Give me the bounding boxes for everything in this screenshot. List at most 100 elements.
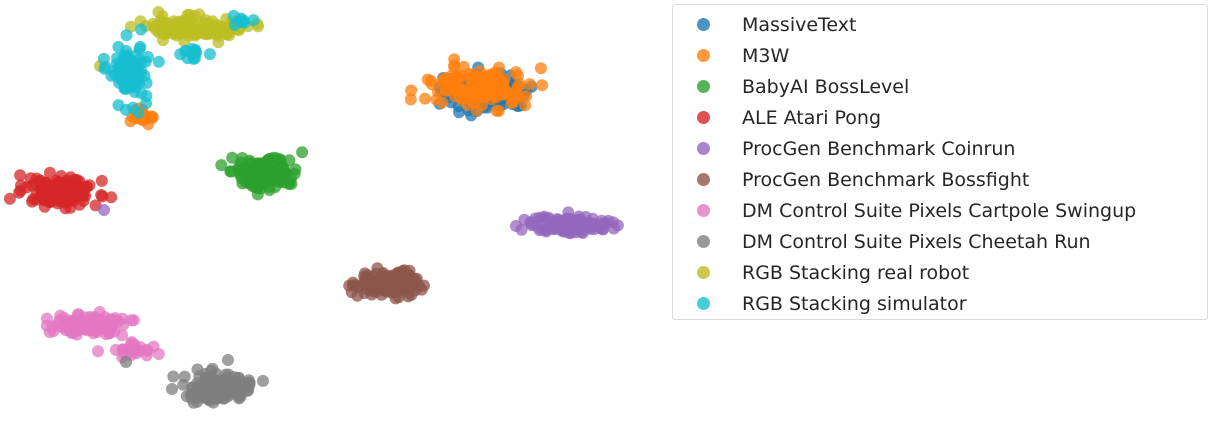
legend-item: ProcGen Benchmark Bossfight xyxy=(673,164,1029,195)
scatter-point xyxy=(283,176,296,189)
legend-label: ALE Atari Pong xyxy=(742,106,882,129)
legend-marker xyxy=(697,173,710,186)
series-procgen-benchmark-coinrun xyxy=(98,204,624,240)
scatter-point xyxy=(345,286,358,299)
series-m3w xyxy=(124,53,549,131)
scatter-point xyxy=(523,78,536,91)
scatter-point xyxy=(46,321,59,334)
scatter-point xyxy=(119,55,132,68)
series-rgb-stacking-simulator xyxy=(97,9,260,119)
scatter-point xyxy=(447,81,460,94)
scatter-point xyxy=(274,175,287,188)
scatter-point xyxy=(229,384,242,397)
legend-marker xyxy=(697,235,710,248)
scatter-point xyxy=(212,36,225,49)
scatter-point xyxy=(120,356,132,368)
scatter-point xyxy=(247,14,260,27)
scatter-point xyxy=(98,62,111,75)
scatter-point xyxy=(222,354,234,366)
scatter-point xyxy=(193,8,206,21)
scatter-point xyxy=(111,315,124,328)
scatter-point xyxy=(215,159,228,172)
legend-item: RGB Stacking simulator xyxy=(673,288,967,319)
scatter-point xyxy=(425,78,438,91)
scatter-point xyxy=(519,99,532,112)
scatter-point xyxy=(584,222,597,235)
scatter-point xyxy=(395,275,408,288)
scatter-point xyxy=(146,111,159,124)
legend-marker xyxy=(697,49,710,62)
scatter-point xyxy=(214,385,227,398)
scatter-point xyxy=(515,223,528,236)
scatter-point xyxy=(122,78,135,91)
scatter-point xyxy=(195,26,208,39)
scatter-point xyxy=(95,174,108,187)
scatter-point xyxy=(512,90,525,103)
scatter-point xyxy=(36,192,49,205)
scatter-point xyxy=(14,169,27,182)
series-babyai-bosslevel xyxy=(215,146,309,201)
scatter-point xyxy=(538,210,551,223)
legend-item: DM Control Suite Pixels Cheetah Run xyxy=(673,226,1091,257)
legend-label: M3W xyxy=(742,44,790,67)
legend-item: ProcGen Benchmark Coinrun xyxy=(673,133,1015,164)
scatter-point xyxy=(63,178,76,191)
scatter-point xyxy=(227,9,240,22)
legend-marker xyxy=(697,204,710,217)
scatter-point xyxy=(436,96,449,109)
scatter-point xyxy=(565,223,578,236)
scatter-point xyxy=(62,320,75,333)
scatter-point xyxy=(257,374,269,387)
scatter-point xyxy=(534,62,547,75)
scatter-point xyxy=(607,222,620,235)
scatter-point xyxy=(26,195,39,208)
legend-marker xyxy=(697,266,710,279)
scatter-point xyxy=(246,172,259,184)
scatter-point xyxy=(167,370,180,383)
scatter-point xyxy=(97,52,110,65)
scatter-point xyxy=(586,212,599,225)
scatter-point xyxy=(277,163,290,176)
scatter-point xyxy=(135,23,147,36)
scatter-point xyxy=(203,17,215,30)
legend-marker xyxy=(697,80,710,93)
scatter-point xyxy=(462,68,475,80)
scatter-point xyxy=(490,88,502,101)
scatter-point xyxy=(87,321,100,334)
scatter-point xyxy=(76,184,89,197)
scatter-plot xyxy=(3,6,624,409)
scatter-point xyxy=(113,67,126,80)
series-dm-control-suite-pixels-cartpole-swingup xyxy=(40,306,165,364)
scatter-point xyxy=(415,283,428,296)
scatter-point xyxy=(37,178,50,191)
scatter-point xyxy=(437,77,450,90)
scatter-point xyxy=(448,53,461,66)
legend: MassiveText M3W BabyAI BossLevel ALE Ata… xyxy=(672,4,1208,320)
legend-item: ALE Atari Pong xyxy=(673,102,881,133)
scatter-point xyxy=(59,187,72,200)
scatter-point xyxy=(536,79,549,92)
scatter-point xyxy=(54,309,67,322)
legend-marker xyxy=(697,111,710,124)
scatter-point xyxy=(105,191,118,204)
legend-label: DM Control Suite Pixels Cartpole Swingup xyxy=(742,199,1137,222)
scatter-point xyxy=(544,222,557,235)
scatter-point xyxy=(550,213,563,226)
scatter-point xyxy=(203,48,216,61)
series-ale-atari-pong xyxy=(3,166,118,215)
scatter-point xyxy=(404,93,417,106)
scatter-point xyxy=(370,267,383,280)
scatter-point xyxy=(228,19,241,31)
scatter-point xyxy=(199,380,212,393)
series-dm-control-suite-pixels-cheetah-run xyxy=(120,354,269,409)
scatter-point xyxy=(491,70,504,82)
scatter-point xyxy=(405,84,418,97)
legend-marker xyxy=(697,142,710,155)
series-procgen-benchmark-bossfight xyxy=(343,262,430,305)
legend-label: BabyAI BossLevel xyxy=(742,75,910,98)
legend-item: MassiveText xyxy=(673,9,856,40)
scatter-point xyxy=(120,29,133,42)
legend-marker xyxy=(697,18,710,31)
legend-label: ProcGen Benchmark Bossfight xyxy=(742,168,1030,191)
scatter-point xyxy=(518,213,531,226)
